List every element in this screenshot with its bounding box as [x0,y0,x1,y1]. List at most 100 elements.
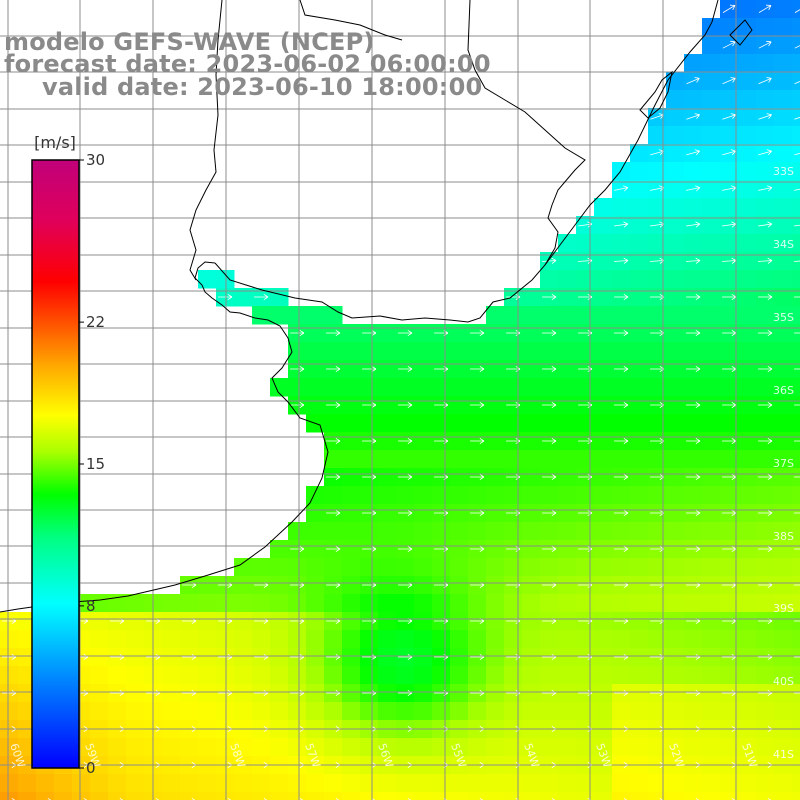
field-cell [396,738,415,757]
wind-arrow [794,224,800,227]
field-cell [180,738,199,757]
field-cell [342,432,361,451]
field-cell [486,468,505,487]
field-cell [792,108,800,127]
field-cell [720,450,739,469]
field-cell [360,792,379,800]
field-cell [270,702,289,721]
field-cell [270,594,289,613]
border-line-north [299,0,403,41]
field-cell [306,324,325,343]
field-cell [90,630,109,649]
field-cell [702,540,721,559]
field-cell [738,504,757,523]
wind-arrow [326,365,341,373]
field-cell [666,666,685,685]
field-cell [468,558,487,577]
field-cell [540,558,559,577]
field-cell [774,648,793,667]
field-cell [792,558,800,577]
field-cell [792,522,800,541]
field-cell [720,702,739,721]
field-cell [594,702,613,721]
field-cell [792,36,800,55]
field-cell [198,702,217,721]
field-cell [414,396,433,415]
field-cell [288,306,307,325]
field-cell [630,288,649,307]
field-cell [792,270,800,289]
field-cell [576,594,595,613]
field-cell [378,522,397,541]
field-cell [558,360,577,379]
field-cell [792,486,800,505]
field-cell [558,486,577,505]
field-cell [360,774,379,793]
field-cell [558,774,577,793]
field-cell [594,576,613,595]
field-cell [378,324,397,343]
field-cell [468,486,487,505]
field-cell [54,792,73,800]
field-cell [702,288,721,307]
field-cell [666,360,685,379]
field-cell [792,72,800,91]
field-cell [378,612,397,631]
field-cell [324,792,343,800]
field-cell [90,774,109,793]
field-cell [702,72,721,91]
wind-arrow [794,512,800,514]
field-cell [558,252,577,271]
field-cell [666,540,685,559]
field-cell [378,774,397,793]
wind-arrow [758,293,773,301]
field-cell [432,378,451,397]
field-cell [774,234,793,253]
field-cell [360,378,379,397]
field-cell [270,630,289,649]
field-cell [774,774,793,793]
field-cell [432,774,451,793]
field-cell [432,630,451,649]
wind-arrow [794,656,800,658]
field-cell [576,738,595,757]
field-cell [0,702,19,721]
field-cell [540,594,559,613]
field-cell [306,342,325,361]
field-cell [306,540,325,559]
wind-arrow [470,401,485,409]
field-cell [126,666,145,685]
field-cell [504,792,523,800]
wind-arrow [758,329,773,337]
field-cell [684,126,703,145]
field-cell [360,594,379,613]
field-cell [774,666,793,685]
field-cell [0,738,19,757]
wind-arrow [614,473,629,481]
field-cell [774,342,793,361]
field-cell [234,630,253,649]
field-cell [234,558,253,577]
field-cell [540,414,559,433]
field-cell [558,540,577,559]
wind-arrow [758,185,773,192]
field-cell [738,450,757,469]
field-cell [486,684,505,703]
field-cell [450,468,469,487]
field-cell [666,252,685,271]
field-cell [306,702,325,721]
legend-tick-label: 30 [86,151,105,169]
field-cell [378,594,397,613]
field-cell [234,792,253,800]
wind-arrow [542,437,557,445]
wind-arrow [290,365,305,373]
field-cell [774,360,793,379]
field-cell [162,684,181,703]
field-cell [558,450,577,469]
field-cell [756,666,775,685]
field-cell [522,414,541,433]
field-cell [180,702,199,721]
field-cell [234,594,253,613]
field-cell [342,630,361,649]
field-cell [378,414,397,433]
